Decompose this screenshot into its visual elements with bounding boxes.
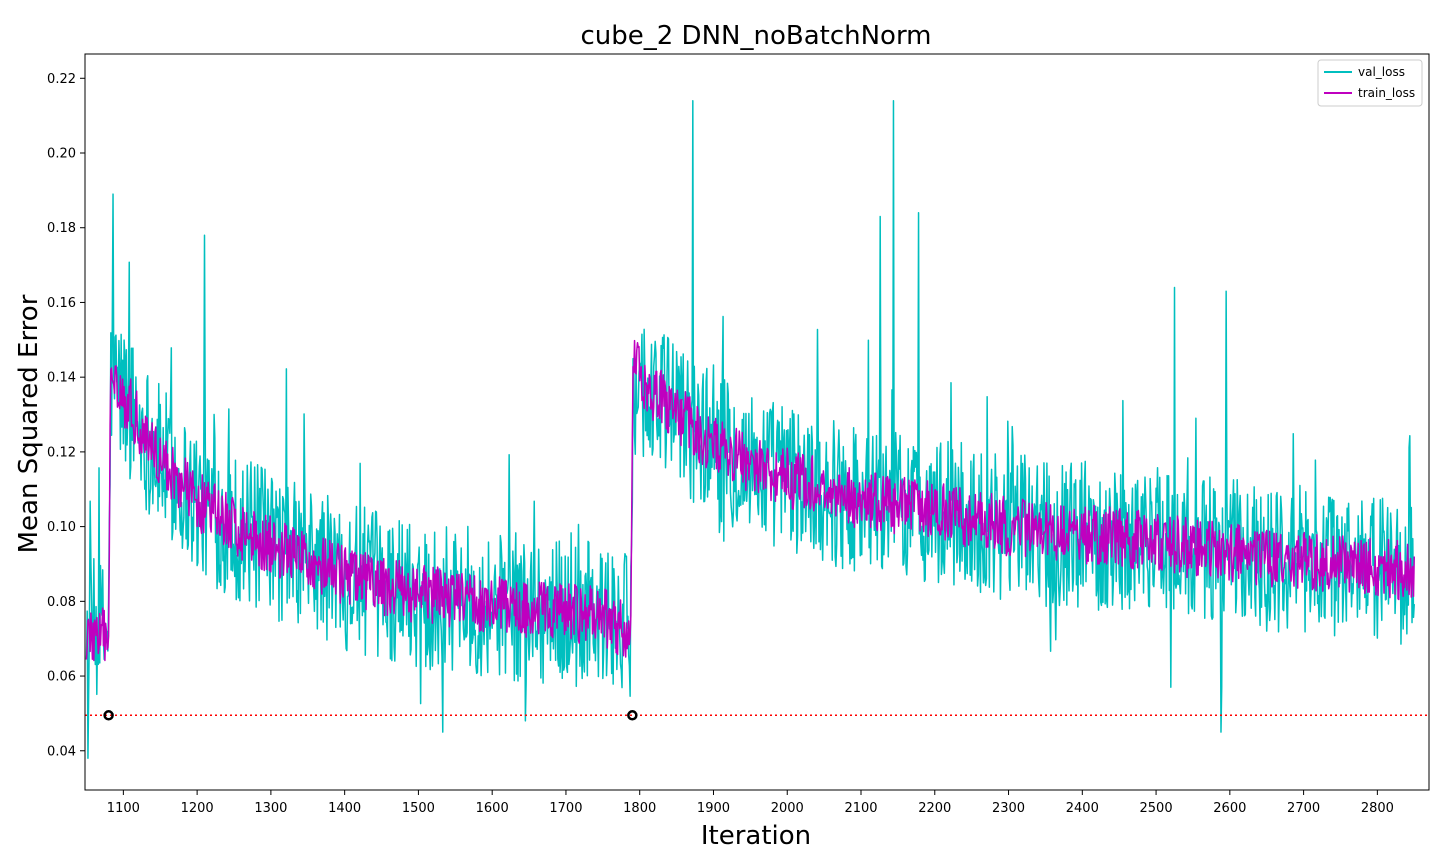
series-line-val-loss bbox=[85, 99, 1415, 759]
x-tick-label: 2600 bbox=[1213, 801, 1246, 816]
y-tick-label: 0.12 bbox=[47, 445, 76, 460]
x-tick-label: 2400 bbox=[1066, 801, 1099, 816]
min-marker bbox=[627, 710, 638, 721]
x-tick-label: 1200 bbox=[181, 801, 214, 816]
y-tick-label: 0.22 bbox=[47, 72, 76, 87]
min-marker bbox=[103, 710, 114, 721]
plot-area bbox=[84, 53, 1430, 791]
x-tick-label: 2700 bbox=[1287, 801, 1320, 816]
x-tick-label: 1300 bbox=[254, 801, 287, 816]
chart-title: cube_2 DNN_noBatchNorm bbox=[580, 21, 931, 51]
y-tick-label: 0.10 bbox=[47, 520, 76, 535]
x-tick-label: 1100 bbox=[107, 801, 140, 816]
y-axis-label: Mean Squared Error bbox=[14, 294, 44, 553]
x-tick-label: 2100 bbox=[844, 801, 877, 816]
x-tick-label: 1900 bbox=[697, 801, 730, 816]
x-tick-label: 2000 bbox=[771, 801, 804, 816]
x-tick-label: 1500 bbox=[402, 801, 435, 816]
x-tick-label: 2500 bbox=[1140, 801, 1173, 816]
y-tick-label: 0.14 bbox=[47, 371, 76, 386]
x-tick-label: 2200 bbox=[918, 801, 951, 816]
series-line-train-loss bbox=[85, 339, 1415, 662]
legend: val_loss train_loss bbox=[1317, 59, 1423, 107]
y-axis: 0.04 0.06 0.08 0.10 0.12 0.14 0.16 0.18 0.20 0.22 bbox=[47, 72, 85, 759]
x-tick-label: 2300 bbox=[992, 801, 1025, 816]
x-axis-label: Iteration bbox=[701, 821, 811, 851]
plot-frame bbox=[84, 53, 1430, 791]
y-tick-label: 0.06 bbox=[47, 670, 76, 685]
legend-label-val-loss: val_loss bbox=[1358, 65, 1405, 79]
x-tick-label: 2800 bbox=[1361, 801, 1394, 816]
x-tick-label: 1600 bbox=[476, 801, 509, 816]
x-tick-label: 1400 bbox=[328, 801, 361, 816]
reference-layer bbox=[85, 710, 1429, 721]
y-tick-label: 0.08 bbox=[47, 595, 76, 610]
x-tick-label: 1700 bbox=[549, 801, 582, 816]
legend-label-train-loss: train_loss bbox=[1358, 86, 1415, 100]
x-axis: 1100 1200 1300 1400 1500 1600 1700 1800 1900 2000… bbox=[107, 790, 1394, 816]
y-tick-label: 0.16 bbox=[47, 296, 76, 311]
x-tick-label: 1800 bbox=[623, 801, 656, 816]
y-tick-label: 0.04 bbox=[47, 744, 76, 759]
series-layer bbox=[85, 99, 1415, 759]
y-tick-label: 0.18 bbox=[47, 221, 76, 236]
y-tick-label: 0.20 bbox=[47, 147, 76, 162]
